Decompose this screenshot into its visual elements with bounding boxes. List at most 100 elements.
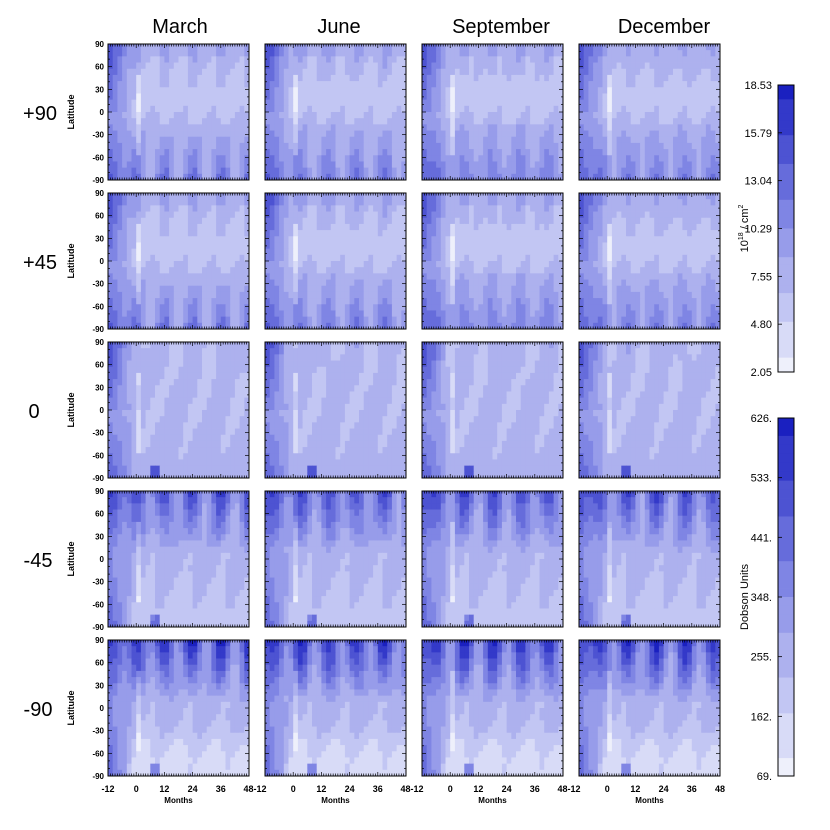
heatmap-cell bbox=[630, 124, 636, 131]
heatmap-cell bbox=[202, 230, 208, 237]
heatmap-cell bbox=[225, 44, 231, 51]
heatmap-cell bbox=[330, 242, 336, 250]
heatmap-cell bbox=[644, 136, 650, 144]
heatmap-cell bbox=[293, 130, 299, 138]
heatmap-cell bbox=[117, 261, 123, 268]
heatmap-cell bbox=[216, 81, 222, 88]
heatmap-cell bbox=[316, 167, 322, 175]
heatmap-cell bbox=[354, 105, 360, 113]
heatmap-cell bbox=[202, 130, 208, 138]
heatmap-cell bbox=[173, 62, 179, 70]
heatmap-cell bbox=[705, 149, 711, 156]
heatmap-cell bbox=[136, 136, 142, 144]
heatmap-cell bbox=[663, 62, 669, 70]
heatmap-cell bbox=[183, 62, 189, 70]
heatmap-cell bbox=[173, 124, 179, 131]
heatmap-cell bbox=[140, 242, 146, 250]
heatmap-cell bbox=[117, 112, 123, 119]
heatmap-cell bbox=[150, 130, 156, 138]
heatmap-cell bbox=[293, 223, 299, 231]
heatmap-cell bbox=[197, 254, 203, 262]
heatmap-cell bbox=[159, 267, 165, 274]
heatmap-cell bbox=[340, 112, 346, 119]
heatmap-cell bbox=[607, 161, 613, 169]
heatmap-cell bbox=[230, 112, 236, 119]
heatmap-cell bbox=[644, 44, 650, 51]
heatmap-cell bbox=[122, 93, 128, 101]
heatmap-cell bbox=[220, 155, 226, 162]
heatmap-cell bbox=[183, 304, 189, 311]
heatmap-cell bbox=[330, 130, 336, 138]
heatmap-cell bbox=[159, 322, 165, 330]
heatmap-cell bbox=[117, 161, 123, 169]
heatmap-cell bbox=[344, 87, 350, 94]
heatmap-cell bbox=[283, 62, 289, 70]
heatmap-cell bbox=[450, 74, 456, 82]
heatmap-cell bbox=[373, 130, 379, 138]
heatmap-cell bbox=[436, 44, 442, 51]
heatmap-cell bbox=[178, 310, 184, 318]
heatmap-cell bbox=[169, 199, 175, 206]
heatmap-cell bbox=[696, 93, 702, 101]
heatmap-cell bbox=[368, 93, 374, 101]
heatmap-cell bbox=[649, 136, 655, 144]
heatmap-cell bbox=[202, 62, 208, 70]
heatmap-cell bbox=[682, 81, 688, 88]
row-labels: +90+450-45-90 bbox=[23, 103, 57, 721]
heatmap-cell bbox=[274, 298, 280, 305]
heatmap-cell bbox=[611, 130, 617, 138]
heatmap-cell bbox=[326, 167, 332, 175]
heatmap-cell bbox=[297, 236, 303, 243]
heatmap-cell bbox=[159, 173, 165, 181]
heatmap-cell bbox=[349, 285, 355, 293]
heatmap-cell bbox=[279, 149, 285, 156]
heatmap-cell bbox=[136, 316, 142, 324]
heatmap-cell bbox=[192, 149, 198, 156]
heatmap-cell bbox=[230, 304, 236, 311]
heatmap-cell bbox=[473, 93, 479, 101]
heatmap-cell bbox=[169, 298, 175, 305]
heatmap-cell bbox=[136, 248, 142, 256]
heatmap-cell bbox=[506, 44, 512, 51]
heatmap-cell bbox=[316, 230, 322, 237]
heatmap-cell bbox=[436, 173, 442, 181]
heatmap-cell bbox=[687, 81, 693, 88]
heatmap-cell bbox=[368, 316, 374, 324]
heatmap-cell bbox=[131, 304, 137, 311]
heatmap-cell bbox=[159, 118, 165, 125]
heatmap-cell bbox=[668, 173, 674, 181]
heatmap-cell bbox=[354, 93, 360, 101]
heatmap-cell bbox=[283, 248, 289, 256]
heatmap-cell bbox=[192, 167, 198, 175]
heatmap-cell bbox=[216, 199, 222, 206]
heatmap-cell bbox=[269, 136, 275, 144]
heatmap-cell bbox=[630, 161, 636, 169]
heatmap-cell bbox=[122, 56, 128, 63]
heatmap-cell bbox=[553, 161, 559, 169]
heatmap-cell bbox=[544, 136, 550, 144]
heatmap-cell bbox=[630, 105, 636, 113]
heatmap-cell bbox=[159, 242, 165, 250]
heatmap-cell bbox=[150, 242, 156, 250]
heatmap-cell bbox=[506, 173, 512, 181]
heatmap-cell bbox=[183, 193, 189, 200]
heatmap-cell bbox=[464, 193, 470, 200]
heatmap-cell bbox=[710, 130, 716, 138]
heatmap-cell bbox=[691, 173, 697, 181]
heatmap-cell bbox=[279, 217, 285, 225]
heatmap-cell bbox=[220, 173, 226, 181]
heatmap-cell bbox=[216, 298, 222, 305]
heatmap-cell bbox=[602, 99, 608, 107]
heatmap-cell bbox=[548, 112, 554, 119]
heatmap-cell bbox=[396, 142, 402, 150]
heatmap-cell bbox=[696, 62, 702, 70]
heatmap-cell bbox=[511, 173, 517, 181]
heatmap-cell bbox=[159, 211, 165, 219]
heatmap-cell bbox=[558, 112, 564, 119]
heatmap-cell bbox=[220, 291, 226, 299]
heatmap-cell bbox=[230, 223, 236, 231]
heatmap-cell bbox=[469, 87, 475, 94]
heatmap-cell bbox=[710, 112, 716, 119]
heatmap-cell bbox=[150, 261, 156, 268]
heatmap-cell bbox=[478, 161, 484, 169]
